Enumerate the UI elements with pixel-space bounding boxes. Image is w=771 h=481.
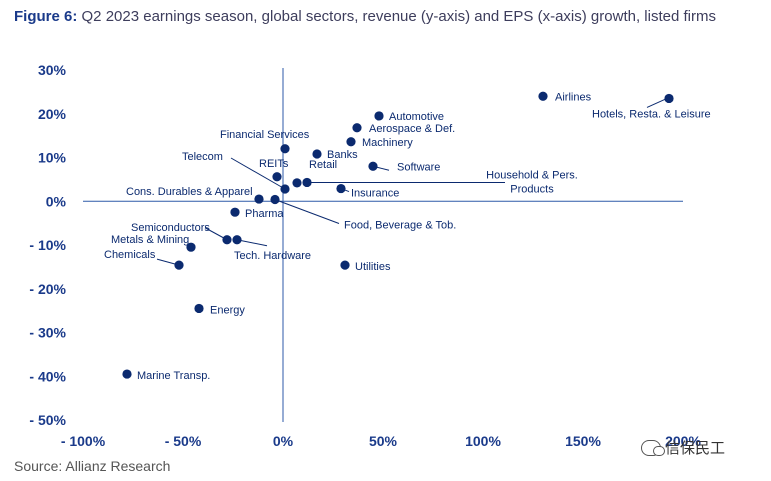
data-point xyxy=(664,93,674,104)
data-point xyxy=(336,183,346,194)
x-tick-label: 150% xyxy=(565,433,601,449)
data-point xyxy=(340,260,350,270)
data-point xyxy=(186,242,196,252)
y-tick-label: - 10% xyxy=(29,237,66,253)
y-tick-label: - 30% xyxy=(29,325,66,341)
data-point xyxy=(122,369,132,379)
data-point xyxy=(222,235,232,245)
data-point xyxy=(302,177,312,188)
data-point xyxy=(538,91,548,101)
data-point xyxy=(280,144,290,154)
data-point-label: Hotels, Resta. & Leisure xyxy=(592,108,711,120)
leader-line xyxy=(274,199,340,224)
data-point xyxy=(352,123,362,133)
figure-title-text: Q2 2023 earnings season, global sectors,… xyxy=(81,8,716,25)
data-point xyxy=(174,260,184,270)
data-point xyxy=(368,161,378,171)
data-point-label: Banks xyxy=(327,149,358,161)
data-point-label: Pharma xyxy=(245,208,284,220)
x-tick-label: 50% xyxy=(369,433,398,449)
data-point xyxy=(292,178,302,188)
wechat-icon xyxy=(641,439,665,456)
y-tick-label: - 20% xyxy=(29,281,66,297)
y-tick-label: 20% xyxy=(38,106,67,122)
data-point xyxy=(230,207,240,217)
data-point xyxy=(270,194,280,205)
y-tick-label: 0% xyxy=(46,193,67,209)
data-point-label: Software xyxy=(397,161,440,173)
x-tick-label: 200% xyxy=(665,433,701,449)
y-tick-label: 10% xyxy=(38,150,67,166)
data-point-label: Chemicals xyxy=(104,249,156,261)
data-point-label: Financial Services xyxy=(220,129,310,141)
x-tick-label: - 50% xyxy=(165,433,202,449)
data-point-label: Semiconductors xyxy=(131,222,210,234)
data-point xyxy=(272,172,282,182)
data-point-label: Retail xyxy=(309,159,337,171)
data-point-label: Cons. Durables & Apparel xyxy=(126,186,253,198)
figure-title: Figure 6: Q2 2023 earnings season, globa… xyxy=(14,8,716,25)
data-point-label: Airlines xyxy=(555,91,592,103)
data-point-label: Marine Transp. xyxy=(137,370,210,382)
x-tick-label: 0% xyxy=(273,433,294,449)
leader-line xyxy=(646,97,668,108)
watermark-text: 信保民工 xyxy=(665,440,726,457)
x-tick-label: 100% xyxy=(465,433,501,449)
data-point-label: REITs xyxy=(259,158,289,170)
data-point xyxy=(194,303,204,314)
y-tick-label: - 50% xyxy=(29,412,66,428)
leader-line xyxy=(230,157,286,190)
data-point-label: Tech. Hardware xyxy=(234,250,311,262)
x-tick-label: - 100% xyxy=(61,433,106,449)
data-point-label: Aerospace & Def. xyxy=(369,123,455,135)
data-point xyxy=(232,235,242,245)
data-point-label: Insurance xyxy=(351,188,399,200)
data-point-label: Utilities xyxy=(355,261,391,273)
data-point xyxy=(254,194,264,204)
data-point-label: Metals & Mining xyxy=(111,234,189,246)
data-point xyxy=(312,149,322,159)
data-point-label: Machinery xyxy=(362,137,413,149)
source-note: Source: Allianz Research xyxy=(14,458,171,474)
data-point-label: Automotive xyxy=(389,111,444,123)
data-point-label: Household & Pers. Products xyxy=(486,169,578,195)
data-point-label: Food, Beverage & Tob. xyxy=(344,220,456,232)
figure-label: Figure 6: xyxy=(14,8,78,25)
data-point-label: Energy xyxy=(210,304,245,316)
leader-line xyxy=(236,239,268,247)
watermark: 信保民工 xyxy=(641,437,725,458)
data-point-label: Telecom xyxy=(182,151,223,163)
y-tick-label: 30% xyxy=(38,62,67,78)
data-point xyxy=(374,111,384,121)
data-point xyxy=(346,137,356,147)
data-point xyxy=(280,184,290,194)
y-tick-label: - 40% xyxy=(29,368,66,384)
